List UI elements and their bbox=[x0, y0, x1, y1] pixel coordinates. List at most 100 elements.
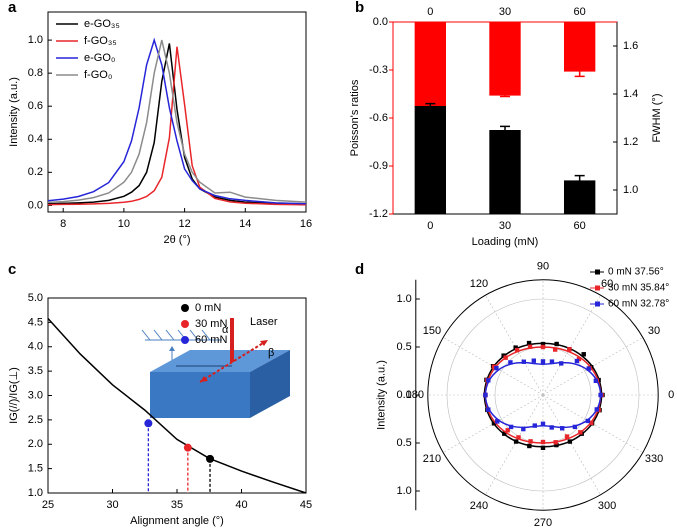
polar-frame bbox=[427, 279, 659, 511]
legend-label: 0 mN bbox=[195, 302, 221, 314]
bar bbox=[563, 180, 596, 214]
data-point bbox=[540, 421, 546, 426]
y-tick-label: -0.6 bbox=[369, 112, 388, 124]
grid-spoke bbox=[542, 394, 601, 495]
y-tick-label: 0.0 bbox=[373, 16, 388, 28]
data-line bbox=[47, 39, 307, 204]
r-tick-label: 0.0 bbox=[397, 389, 412, 401]
bar bbox=[414, 106, 447, 214]
error-bar bbox=[500, 125, 510, 135]
data-point bbox=[559, 361, 564, 366]
data-point bbox=[527, 344, 533, 349]
top-tick-label: 0 bbox=[427, 6, 433, 18]
data-point bbox=[521, 426, 526, 432]
y-tick-label: 5.0 bbox=[28, 292, 43, 304]
y-tick-label: -1.2 bbox=[369, 208, 388, 220]
theta-tick-label: 240 bbox=[470, 500, 488, 512]
data-point bbox=[598, 392, 603, 398]
y-tick-label: 0.2 bbox=[28, 166, 43, 178]
theta-tick-label: 60 bbox=[601, 278, 613, 290]
inset-beta: β bbox=[268, 347, 274, 359]
data-point bbox=[513, 439, 519, 444]
y-tick-label: 4.0 bbox=[28, 341, 43, 353]
data-point bbox=[508, 424, 514, 430]
data-point bbox=[578, 430, 583, 435]
bar bbox=[563, 22, 596, 72]
r-tick-label: 0.5 bbox=[397, 437, 412, 449]
data-point bbox=[585, 418, 591, 424]
y-axis-label: IG(//)/IG(⊥) bbox=[8, 367, 20, 424]
legend-label: 30 mN 35.84° bbox=[608, 283, 669, 294]
y-tick-label: -0.3 bbox=[369, 64, 388, 76]
data-point bbox=[552, 347, 558, 352]
panel-label: b bbox=[355, 0, 364, 16]
x-tick-label: 35 bbox=[171, 499, 183, 511]
data-line bbox=[47, 37, 307, 205]
legend-label: f-GO₃₅ bbox=[84, 35, 117, 47]
data-point bbox=[532, 423, 538, 428]
y2-tick-label: 1.4 bbox=[623, 88, 638, 100]
data-point bbox=[526, 340, 532, 346]
legend-label: 30 mN bbox=[195, 318, 227, 330]
data-point bbox=[491, 421, 497, 426]
data-point bbox=[567, 347, 572, 352]
data-point bbox=[564, 434, 570, 439]
data-line bbox=[47, 43, 307, 206]
data-point bbox=[514, 347, 520, 353]
grid-spoke bbox=[542, 295, 601, 396]
data-point bbox=[540, 445, 546, 450]
inset-arrowhead bbox=[169, 346, 175, 351]
data-point bbox=[516, 435, 521, 440]
legend-label: 60 mN 32.78° bbox=[608, 299, 669, 310]
data-point bbox=[593, 378, 599, 384]
data-point bbox=[594, 407, 599, 412]
inset-box-front bbox=[150, 372, 250, 418]
y-axis-label: Poisson's ratios bbox=[349, 79, 361, 156]
y2-tick-label: 1.0 bbox=[623, 184, 638, 196]
y-axis-label: Intensity (a.u.) bbox=[8, 77, 20, 147]
legend-label: f-GO₀ bbox=[84, 69, 112, 81]
data-point bbox=[540, 341, 546, 347]
data-point bbox=[505, 428, 510, 433]
plot-frame bbox=[47, 11, 307, 213]
data-line bbox=[47, 46, 307, 206]
data-point bbox=[549, 425, 554, 430]
data-point bbox=[206, 454, 215, 463]
legend-label: 60 mN bbox=[195, 334, 227, 346]
error-bar bbox=[425, 102, 436, 110]
x-tick-label: 10 bbox=[118, 218, 130, 230]
data-point bbox=[528, 439, 533, 444]
data-point bbox=[567, 439, 573, 444]
theta-tick-label: 0 bbox=[668, 389, 674, 401]
r-tick-label: 0.5 bbox=[397, 341, 412, 353]
inset-alpha: α bbox=[222, 324, 229, 336]
data-point bbox=[503, 355, 508, 360]
data-point bbox=[486, 378, 491, 383]
y2-tick-label: 1.2 bbox=[623, 136, 638, 148]
legend-swatch bbox=[181, 336, 189, 344]
data-point bbox=[483, 392, 488, 398]
inset-box-side bbox=[250, 350, 290, 418]
data-point bbox=[491, 364, 497, 369]
r-axis-label: Intensity (a.u.) bbox=[376, 360, 388, 430]
error-bar bbox=[574, 66, 585, 78]
y-tick-label: -0.9 bbox=[369, 160, 388, 172]
data-point bbox=[554, 341, 559, 347]
theta-tick-label: 270 bbox=[534, 517, 552, 529]
legend-swatch bbox=[181, 304, 189, 312]
data-point bbox=[495, 419, 500, 424]
x-tick-label: 14 bbox=[239, 218, 251, 230]
data-point bbox=[527, 443, 532, 449]
x-tick-label: 60 bbox=[574, 220, 586, 232]
r-tick-label: 1.0 bbox=[397, 485, 412, 497]
y-tick-label: 2.0 bbox=[28, 438, 43, 450]
data-point bbox=[586, 366, 591, 371]
grid-spoke bbox=[485, 295, 544, 396]
legend-label: 0 mN 37.56° bbox=[608, 267, 664, 278]
data-point bbox=[502, 431, 507, 436]
y-tick-label: 1.0 bbox=[28, 487, 43, 499]
y-tick-label: 3.5 bbox=[28, 365, 43, 377]
error-bar bbox=[574, 174, 585, 186]
bar bbox=[489, 130, 521, 214]
